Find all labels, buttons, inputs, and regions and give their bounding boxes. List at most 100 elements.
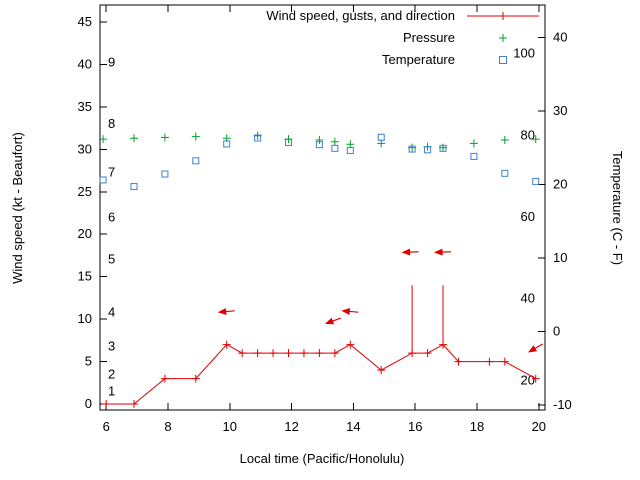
temperature-point — [439, 144, 447, 152]
temperature-point — [161, 170, 169, 178]
y-left-axis-title: Wind speed (kt - Beaufort) — [10, 132, 25, 284]
wind-speed-point — [238, 349, 247, 358]
y-right-axis-title: Temperature (C - F) — [610, 151, 625, 265]
temperature-point — [470, 152, 478, 160]
y-right-tick-label: 30 — [553, 103, 567, 118]
y-left-tick-label: 5 — [85, 354, 92, 369]
y-left-tick-label: 25 — [78, 184, 92, 199]
arrow-head-icon — [217, 308, 227, 316]
wind-direction-arrow — [217, 308, 235, 316]
arrow-head-icon — [434, 248, 443, 256]
wind-speed-point — [315, 349, 324, 358]
x-tick-label: 12 — [284, 419, 298, 434]
beaufort-scale-label: 2 — [108, 366, 115, 381]
pressure-point — [469, 139, 478, 148]
pressure-point — [315, 136, 324, 144]
x-tick-label: 20 — [532, 419, 546, 434]
temperature-point — [254, 134, 262, 142]
y-left-tick-label: 40 — [78, 56, 92, 71]
fahrenheit-scale-label: 100 — [513, 46, 535, 61]
arrow-shaft — [533, 343, 543, 350]
legend-label-temperature: Temperature — [382, 52, 455, 67]
temperature-point — [501, 169, 509, 177]
y-left-tick-label: 20 — [78, 226, 92, 241]
wind-speed-point — [102, 400, 111, 409]
wind-direction-arrow — [434, 248, 452, 256]
wind-speed-point — [222, 340, 231, 349]
pressure-point — [330, 137, 339, 146]
wind-speed-point — [346, 340, 355, 349]
y-right-tick-label: -10 — [553, 397, 572, 412]
fahrenheit-scale-label: 80 — [521, 127, 535, 142]
y-left-tick-label: 45 — [78, 14, 92, 29]
legend-square-marker — [499, 56, 507, 64]
x-tick-label: 6 — [103, 419, 110, 434]
pressure-point — [99, 135, 108, 144]
pressure-point — [160, 133, 169, 142]
temperature-point — [285, 138, 293, 146]
temperature-point — [130, 183, 138, 191]
wind-speed-point — [129, 400, 138, 409]
wind-speed-point — [377, 366, 386, 375]
beaufort-scale-label: 1 — [108, 383, 115, 398]
arrow-shaft — [331, 317, 342, 323]
wind-speed-point — [423, 349, 432, 358]
pressure-point — [531, 135, 540, 144]
beaufort-scale-label: 9 — [108, 55, 115, 70]
temperature-point — [223, 140, 231, 148]
y-right-tick-label: 20 — [553, 176, 567, 191]
beaufort-scale-label: 6 — [108, 209, 115, 224]
temperature-point — [408, 145, 416, 153]
y-left-tick-label: 15 — [78, 269, 92, 284]
x-tick-label: 10 — [223, 419, 237, 434]
temperature-point — [532, 177, 540, 185]
wind-direction-arrow — [527, 343, 543, 353]
wind-speed-point — [500, 357, 509, 366]
wind-direction-arrow — [401, 248, 419, 256]
pressure-point — [191, 132, 200, 141]
legend-plus-marker — [499, 34, 507, 42]
wind-direction-arrow — [324, 317, 342, 325]
x-tick-label: 14 — [346, 419, 360, 434]
arrow-head-icon — [527, 345, 538, 353]
arrow-head-icon — [324, 317, 335, 325]
pressure-point — [500, 136, 509, 144]
y-right-tick-label: 40 — [553, 29, 567, 44]
y-right-tick-label: 10 — [553, 250, 567, 265]
temperature-point — [346, 147, 354, 155]
x-tick-label: 18 — [470, 419, 484, 434]
temperature-point — [315, 141, 323, 149]
legend-plus-marker — [499, 12, 507, 20]
temperature-point — [192, 157, 200, 165]
wind-speed-point — [284, 349, 293, 358]
wind-speed-point — [191, 374, 200, 383]
y-left-tick-label: 30 — [78, 141, 92, 156]
arrow-shaft — [348, 310, 359, 313]
fahrenheit-scale-label: 60 — [521, 209, 535, 224]
temperature-point — [377, 133, 385, 141]
wind-speed-point — [485, 357, 494, 366]
temperature-point — [331, 144, 339, 152]
legend-label-pressure: Pressure — [403, 30, 455, 45]
temperature-point — [99, 176, 107, 184]
beaufort-scale-label: 5 — [108, 252, 115, 267]
y-right-tick-label: 0 — [553, 323, 560, 338]
wind-speed-point — [160, 374, 169, 383]
temperature-point — [424, 146, 432, 154]
fahrenheit-scale-label: 40 — [521, 291, 535, 306]
pressure-point — [129, 134, 138, 143]
x-tick-label: 8 — [164, 419, 171, 434]
wind-speed-point — [269, 349, 278, 358]
legend-label-wind: Wind speed, gusts, and direction — [266, 8, 455, 23]
wind-speed-point — [330, 349, 339, 358]
wind-speed-point — [454, 357, 463, 366]
y-left-tick-label: 0 — [85, 396, 92, 411]
chart-generated-layer: 6 8 10 12 14 16 18 20051015202530354045-1001020… — [78, 4, 572, 434]
beaufort-scale-label: 8 — [108, 116, 115, 131]
arrow-shaft — [224, 310, 235, 313]
beaufort-scale-label: 3 — [108, 338, 115, 353]
pressure-point — [346, 140, 355, 149]
y-left-tick-label: 35 — [78, 99, 92, 114]
